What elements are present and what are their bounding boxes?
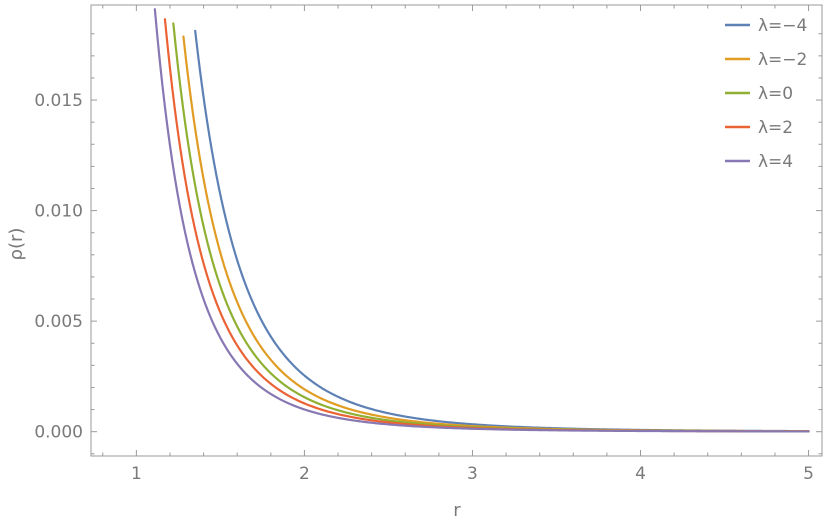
x-tick-label: 1 (131, 464, 142, 484)
y-tick-label: 0.010 (34, 202, 83, 222)
y-tick-label: 0.015 (34, 91, 83, 111)
plot-frame-group (90, 4, 823, 457)
tick-labels: 1 2 3 4 5 0.000 0.005 0.010 0.015 (34, 91, 814, 484)
axis-ticks (91, 5, 822, 456)
plot-frame (90, 4, 823, 457)
legend-label-2: λ=0 (758, 84, 793, 104)
series-line-1 (182, 35, 810, 433)
series-line-4 (153, 8, 810, 433)
legend-label-0: λ=−4 (758, 16, 807, 36)
series-line-0 (194, 29, 810, 433)
series-curves (153, 8, 810, 433)
x-tick-label: 3 (467, 464, 478, 484)
legend-label-4: λ=4 (758, 152, 793, 172)
series-line-3 (163, 18, 810, 433)
legend: λ=−4 λ=−2 λ=0 λ=2 λ=4 (725, 16, 807, 172)
y-axis-label: ρ(r) (6, 228, 27, 261)
x-axis-label: r (453, 500, 461, 521)
x-tick-label: 5 (803, 464, 814, 484)
y-tick-label: 0.000 (34, 423, 83, 443)
series-line-2 (172, 22, 810, 433)
x-tick-label: 2 (299, 464, 310, 484)
y-tick-label: 0.005 (34, 312, 83, 332)
legend-label-1: λ=−2 (758, 50, 807, 70)
legend-label-3: λ=2 (758, 118, 793, 138)
x-tick-label: 4 (635, 464, 646, 484)
